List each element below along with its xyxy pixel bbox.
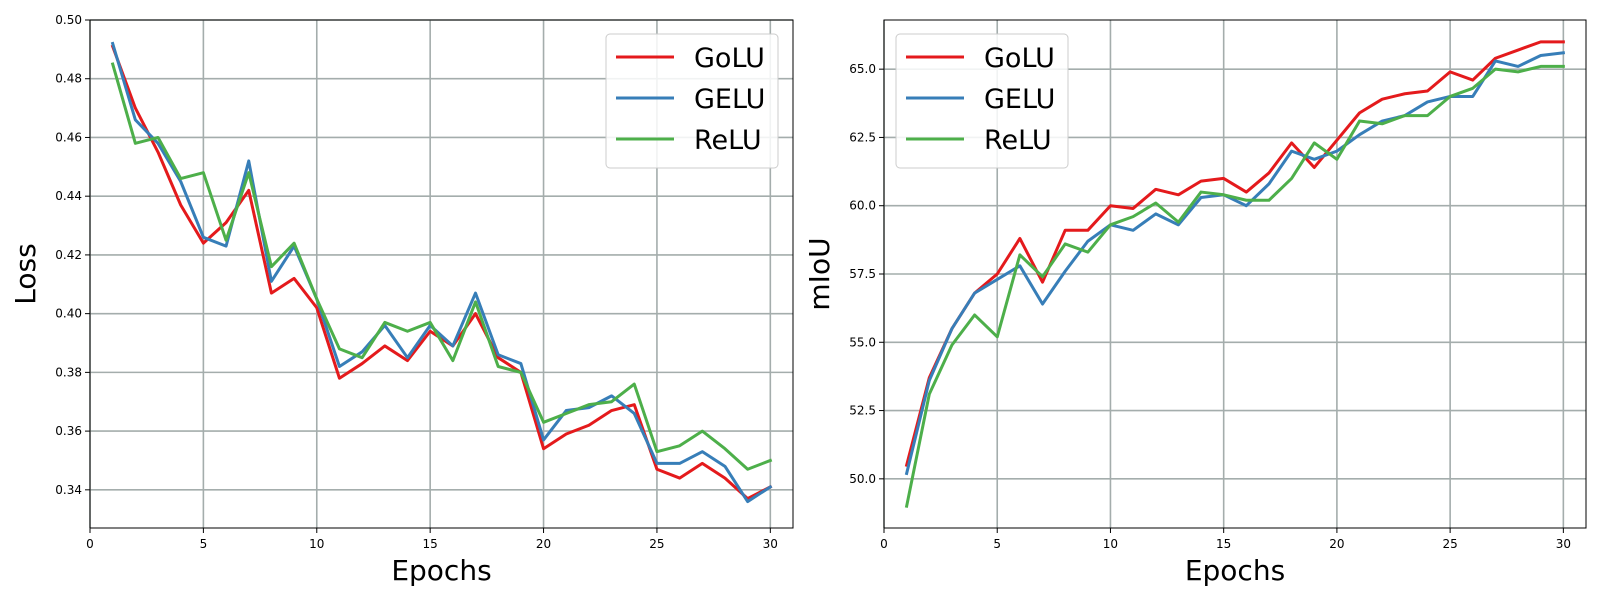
x-tick-label: 0 bbox=[880, 537, 888, 551]
y-tick-label: 0.48 bbox=[55, 72, 82, 86]
miou-chart: 0 5 10 15 20 25 30 50.0 52.5 55.0 57.5 60.0 62.5 65.0… bbox=[803, 19, 1587, 587]
y-axis-label: mIoU bbox=[803, 237, 836, 310]
y-tick-label: 62.5 bbox=[849, 130, 876, 144]
x-tick-label: 15 bbox=[423, 537, 438, 551]
legend: GoLU GELU ReLU bbox=[605, 33, 779, 169]
y-tick-label: 60.0 bbox=[849, 199, 876, 213]
x-tick-label: 15 bbox=[1216, 537, 1231, 551]
legend-box bbox=[605, 33, 779, 169]
series-line-golu bbox=[904, 40, 1565, 468]
x-tick-label: 5 bbox=[200, 537, 208, 551]
axes-frame bbox=[89, 19, 794, 529]
y-tick-label: 57.5 bbox=[849, 267, 876, 281]
legend-label-relu: ReLU bbox=[694, 125, 762, 156]
x-axis-label: Epochs bbox=[391, 554, 491, 587]
y-tick-label: 52.5 bbox=[849, 404, 876, 418]
y-tick-label: 0.36 bbox=[55, 424, 82, 438]
legend-label-relu: ReLU bbox=[984, 125, 1052, 156]
y-tick-label: 0.40 bbox=[55, 307, 82, 321]
x-tick-label: 20 bbox=[1329, 537, 1344, 551]
loss-chart: 0 5 10 15 20 25 30 0.34 0.36 0.38 0.40 0.42 0.44 0.46… bbox=[9, 13, 794, 587]
y-tick-label: 0.34 bbox=[55, 483, 82, 497]
x-tick-label: 5 bbox=[993, 537, 1001, 551]
series-line-relu bbox=[110, 62, 773, 471]
y-tick-label: 0.38 bbox=[55, 365, 82, 379]
x-tick-label: 25 bbox=[1442, 537, 1457, 551]
legend-label-golu: GoLU bbox=[984, 43, 1055, 74]
y-tick-label: 0.44 bbox=[55, 189, 82, 203]
y-tick-label: 0.50 bbox=[55, 13, 82, 27]
series-line-gelu bbox=[110, 41, 773, 504]
y-tick-label: 0.42 bbox=[55, 248, 82, 262]
x-axis-label: Epochs bbox=[1185, 554, 1285, 587]
x-tick-label: 25 bbox=[649, 537, 664, 551]
y-tick-label: 65.0 bbox=[849, 62, 876, 76]
legend-label-gelu: GELU bbox=[694, 84, 765, 115]
y-tick-label: 55.0 bbox=[849, 335, 876, 349]
series-line-relu bbox=[904, 64, 1565, 508]
legend-label-gelu: GELU bbox=[984, 84, 1055, 115]
y-axis-label: Loss bbox=[9, 243, 42, 304]
legend-box bbox=[895, 33, 1069, 169]
y-tick-label: 50.0 bbox=[849, 472, 876, 486]
x-tick-label: 10 bbox=[309, 537, 324, 551]
legend-label-golu: GoLU bbox=[694, 43, 765, 74]
legend: GoLU GELU ReLU bbox=[895, 33, 1069, 169]
x-tick-label: 30 bbox=[1556, 537, 1571, 551]
x-tick-label: 30 bbox=[763, 537, 778, 551]
y-tick-label: 0.46 bbox=[55, 130, 82, 144]
x-tick-label: 0 bbox=[86, 537, 94, 551]
x-tick-label: 10 bbox=[1103, 537, 1118, 551]
x-tick-label: 20 bbox=[536, 537, 551, 551]
